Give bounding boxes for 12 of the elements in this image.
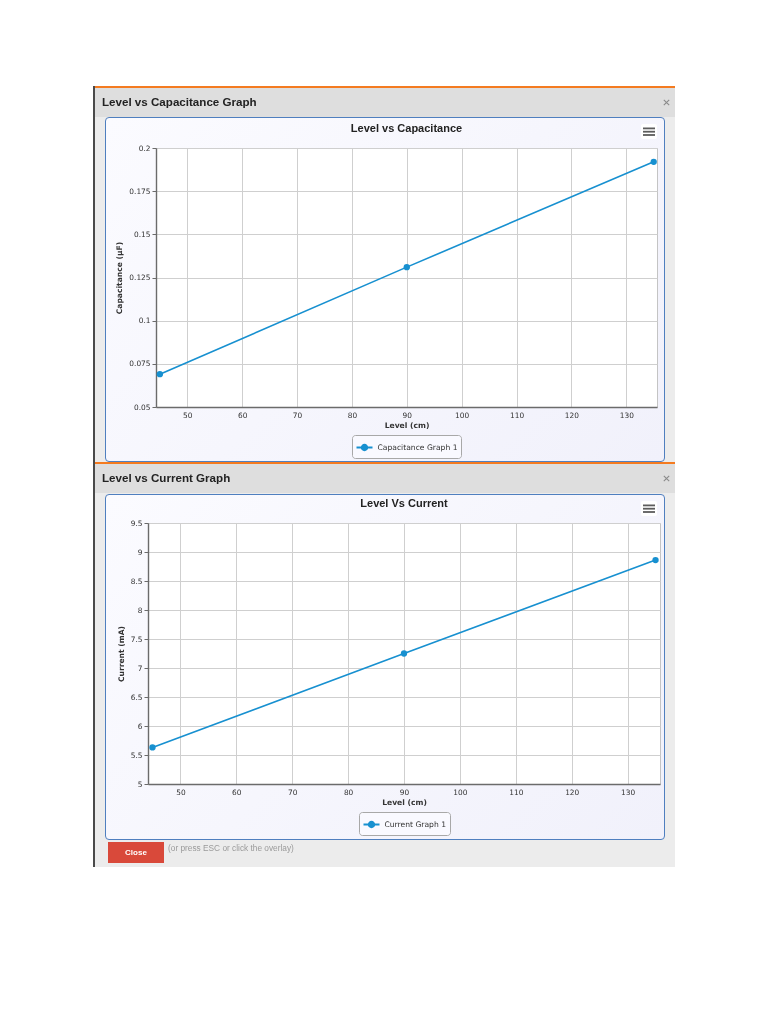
chart-title: Level vs Current Graph <box>102 471 231 484</box>
chart-subtitle: Level vs Capacitance <box>350 121 462 134</box>
chart-title: Level vs Capacitance Graph <box>102 95 257 108</box>
point <box>650 158 657 165</box>
text: (or press ESC or click the overlay) <box>168 843 294 853</box>
point <box>148 743 156 751</box>
point <box>156 370 163 377</box>
close-button: Close <box>108 842 164 863</box>
chart-subtitle: Level Vs Current <box>359 496 448 509</box>
point <box>403 263 410 270</box>
point <box>651 556 659 563</box>
point <box>400 649 407 657</box>
